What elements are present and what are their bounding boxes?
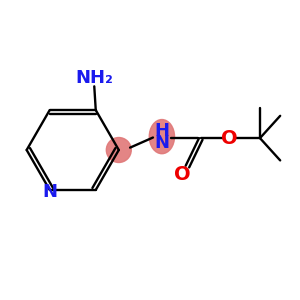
Circle shape <box>106 137 131 163</box>
Text: H: H <box>154 122 169 140</box>
Text: NH₂: NH₂ <box>75 69 113 87</box>
Text: N: N <box>154 134 169 152</box>
Ellipse shape <box>149 119 175 154</box>
Text: N: N <box>42 183 57 201</box>
Text: O: O <box>174 165 191 184</box>
Text: O: O <box>221 129 238 148</box>
